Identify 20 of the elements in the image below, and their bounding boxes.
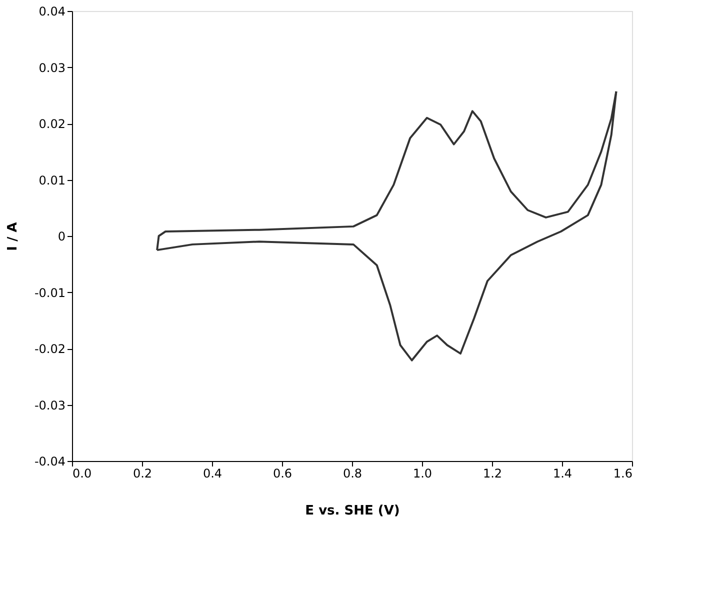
y-tick-label: 0 <box>58 230 66 244</box>
x-tick-label: 1.4 <box>552 466 572 480</box>
x-tick-label: 1.2 <box>482 466 502 480</box>
x-tick-label: 0.8 <box>342 466 362 480</box>
y-axis-title: I / A <box>5 222 20 251</box>
y-tick-label: -0.04 <box>34 454 66 468</box>
x-tick-label: 1.6 <box>613 466 632 480</box>
x-tick-label: 0.0 <box>72 466 92 480</box>
x-axis-title: E vs. SHE (V) <box>305 504 400 518</box>
x-tick-label: 1.0 <box>412 466 432 480</box>
y-tick-label: -0.02 <box>34 342 66 356</box>
y-tick-label: -0.03 <box>34 398 66 412</box>
y-tick-label: -0.01 <box>34 286 66 300</box>
x-tick-label: 0.6 <box>272 466 292 480</box>
y-tick-label: 0.04 <box>38 4 66 18</box>
x-tick-label: 0.4 <box>202 466 222 480</box>
y-tick-label: 0.01 <box>38 173 66 188</box>
y-tick-label: 0.03 <box>38 60 66 75</box>
x-tick-label: 0.2 <box>132 466 152 480</box>
y-tick-label: 0.02 <box>38 117 66 131</box>
